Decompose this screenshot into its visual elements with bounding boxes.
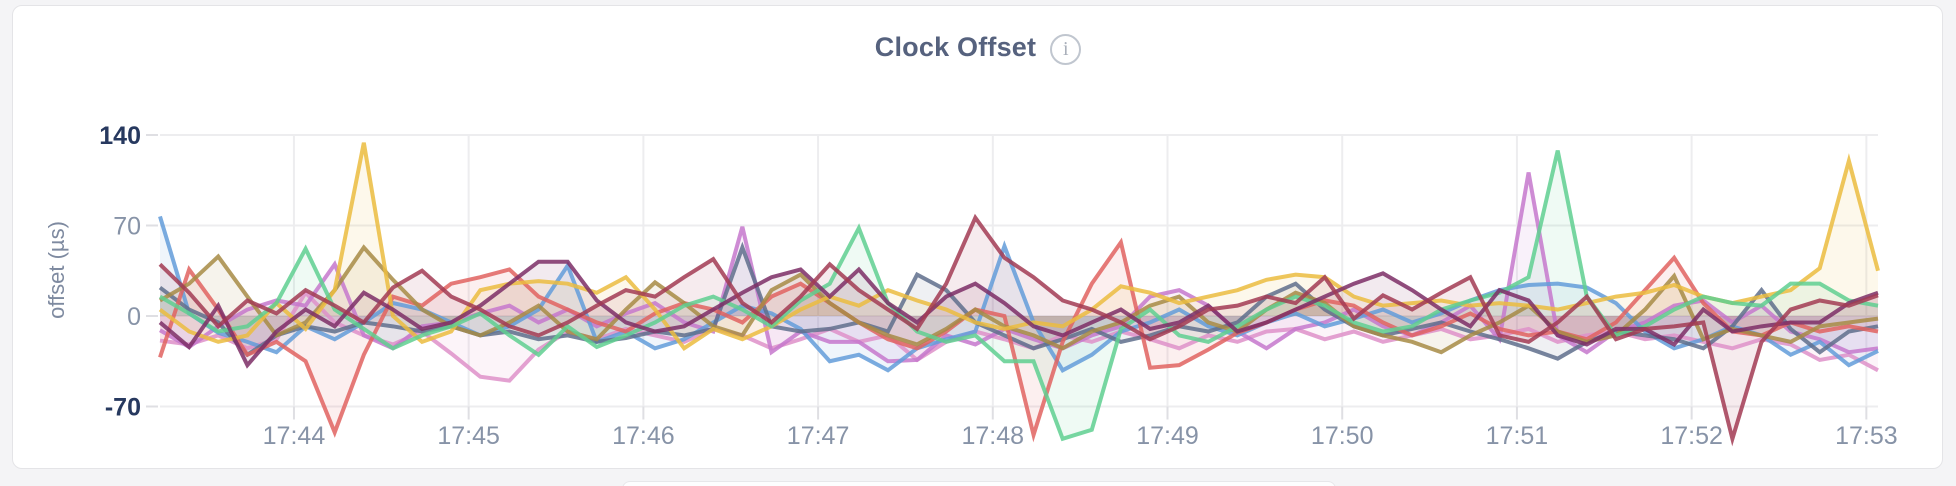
y-tick-label: 70	[113, 213, 141, 241]
chart-title: Clock Offset	[874, 32, 1037, 62]
series-green-area	[160, 150, 1878, 439]
x-tick-label: 17:52	[1660, 422, 1723, 450]
series-gold-area	[160, 142, 1878, 349]
info-icon[interactable]: i	[1050, 34, 1082, 65]
series-red-area	[160, 242, 1878, 435]
series-slate-area	[160, 247, 1878, 359]
y-axis-label: offset (µs)	[44, 221, 69, 319]
x-tick-label: 17:53	[1835, 422, 1898, 450]
series-maroon-area	[160, 217, 1878, 439]
x-tick-label: 17:45	[437, 422, 500, 450]
x-tick-label: 17:50	[1311, 422, 1374, 450]
series-red-line	[158, 237, 1879, 443]
y-tick-label: -70	[105, 394, 141, 422]
x-tick-label: 17:51	[1486, 422, 1549, 450]
series-blue-line	[158, 215, 1879, 373]
x-tick-label: 17:48	[962, 422, 1025, 450]
x-tick-label: 17:46	[612, 422, 675, 450]
x-tick-label: 17:44	[263, 422, 326, 450]
y-tick-label: 140	[99, 122, 141, 150]
series-violet-area	[160, 172, 1878, 362]
chart-card	[12, 5, 1943, 469]
series-pink-area	[160, 292, 1878, 381]
series-plum-line	[158, 259, 1879, 369]
x-tick-label: 17:47	[787, 422, 850, 450]
x-tick-label: 17:49	[1136, 422, 1199, 450]
series-blue-area	[160, 216, 1878, 371]
y-tick-label: 0	[127, 303, 141, 331]
chart-header: Clock Offset i	[0, 30, 1956, 65]
next-card-top-edge	[622, 481, 1336, 486]
series-maroon-line	[158, 213, 1879, 447]
